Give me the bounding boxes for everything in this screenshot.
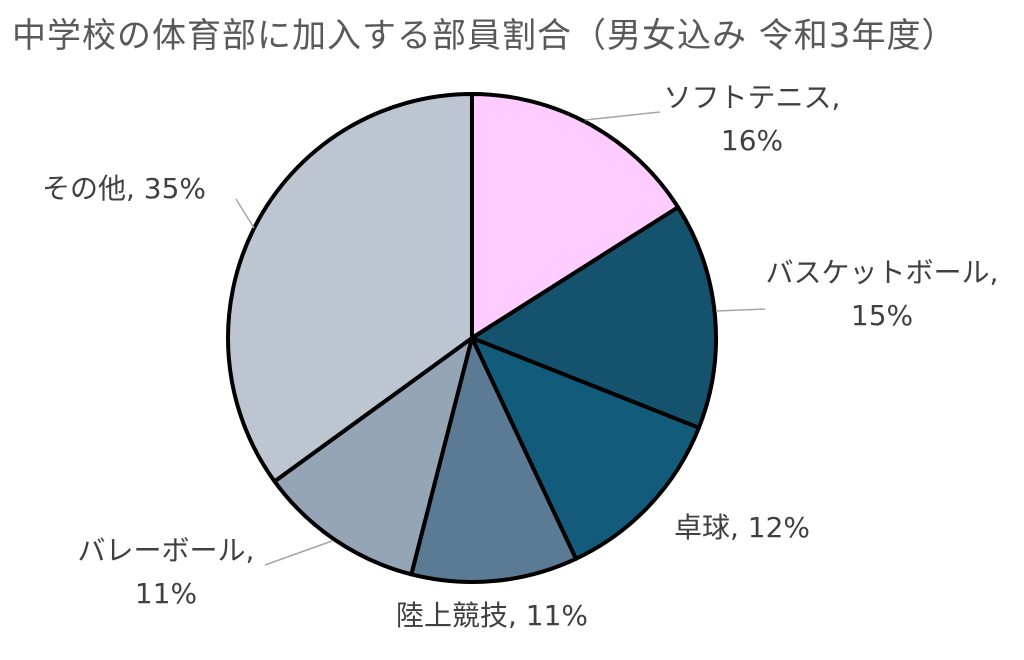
data-label-text: 陸上競技, 11% <box>396 599 588 632</box>
leader-line-1 <box>584 111 661 121</box>
data-label-6: その他, 35% <box>42 172 206 205</box>
data-label-1: ソフトテニス, 16% <box>664 81 841 157</box>
leader-line-5 <box>264 540 333 566</box>
leader-line-2 <box>715 308 766 312</box>
pie-slice-3 <box>470 336 701 561</box>
pie-slice-2 <box>470 205 718 430</box>
leader-line-6 <box>235 198 255 229</box>
pie-slice-4 <box>409 336 578 584</box>
data-label-value: 15% <box>851 299 913 332</box>
data-label-value: 16% <box>721 124 783 157</box>
chart-title: 中学校の体育部に加入する部員割合（男女込み 令和3年度） <box>12 16 957 56</box>
data-label-4: 陸上競技, 11% <box>396 599 588 632</box>
data-label-category: バスケットボール, <box>766 256 999 289</box>
data-label-2: バスケットボール, 15% <box>766 256 999 332</box>
pie-slice-5 <box>272 336 474 577</box>
data-label-3: 卓球, 12% <box>674 511 810 544</box>
pie-slice-1 <box>470 92 681 340</box>
data-label-category: ソフトテニス, <box>664 81 841 114</box>
data-label-value: 11% <box>135 577 197 610</box>
data-label-text: 卓球, 12% <box>674 511 810 544</box>
data-label-category: バレーボール, <box>78 534 255 567</box>
data-label-5: バレーボール, 11% <box>78 534 255 610</box>
pie-slice-6 <box>226 92 474 484</box>
data-label-text: その他, 35% <box>42 172 206 205</box>
